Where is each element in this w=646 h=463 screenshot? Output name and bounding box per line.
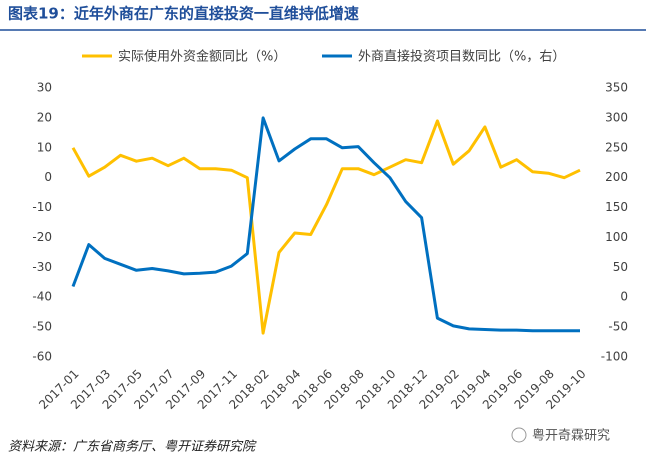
y-tick-label: -20 [32,230,52,244]
legend-label: 外商直接投资项目数同比（%，右） [358,49,565,65]
y-tick-label: 10 [37,140,52,154]
y2-tick-label: 200 [605,170,628,184]
y2-tick-label: 350 [605,81,628,95]
watermark-icon [511,427,527,443]
watermark: 粤开奇霖研究 [532,428,610,444]
legend-label: 实际使用外资金额同比（%） [118,49,286,65]
y2-tick-label: -100 [601,350,628,364]
y-tick-label: -40 [32,290,52,304]
chart-title: 图表19：近年外商在广东的直接投资一直维持低增速 [8,5,359,23]
y2-tick-label: -50 [608,320,628,334]
y-tick-label: 20 [37,110,52,124]
y-tick-label: 0 [44,170,52,184]
source: 资料来源：广东省商务厅、粤开证券研究院 [8,439,257,455]
y2-tick-label: 50 [613,260,628,274]
y-tick-label: -50 [32,320,52,334]
series-line [71,116,580,333]
y-tick-label: -10 [32,200,52,214]
series-line [71,119,581,335]
y-tick-label: -30 [32,260,52,274]
y-tick-label: 30 [37,81,52,95]
y2-tick-label: 100 [605,230,628,244]
y2-tick-label: 150 [605,200,628,214]
y2-tick-label: 250 [605,140,628,154]
y2-tick-label: 0 [620,290,628,304]
y2-tick-label: 300 [605,110,628,124]
y-tick-label: -60 [32,350,52,364]
